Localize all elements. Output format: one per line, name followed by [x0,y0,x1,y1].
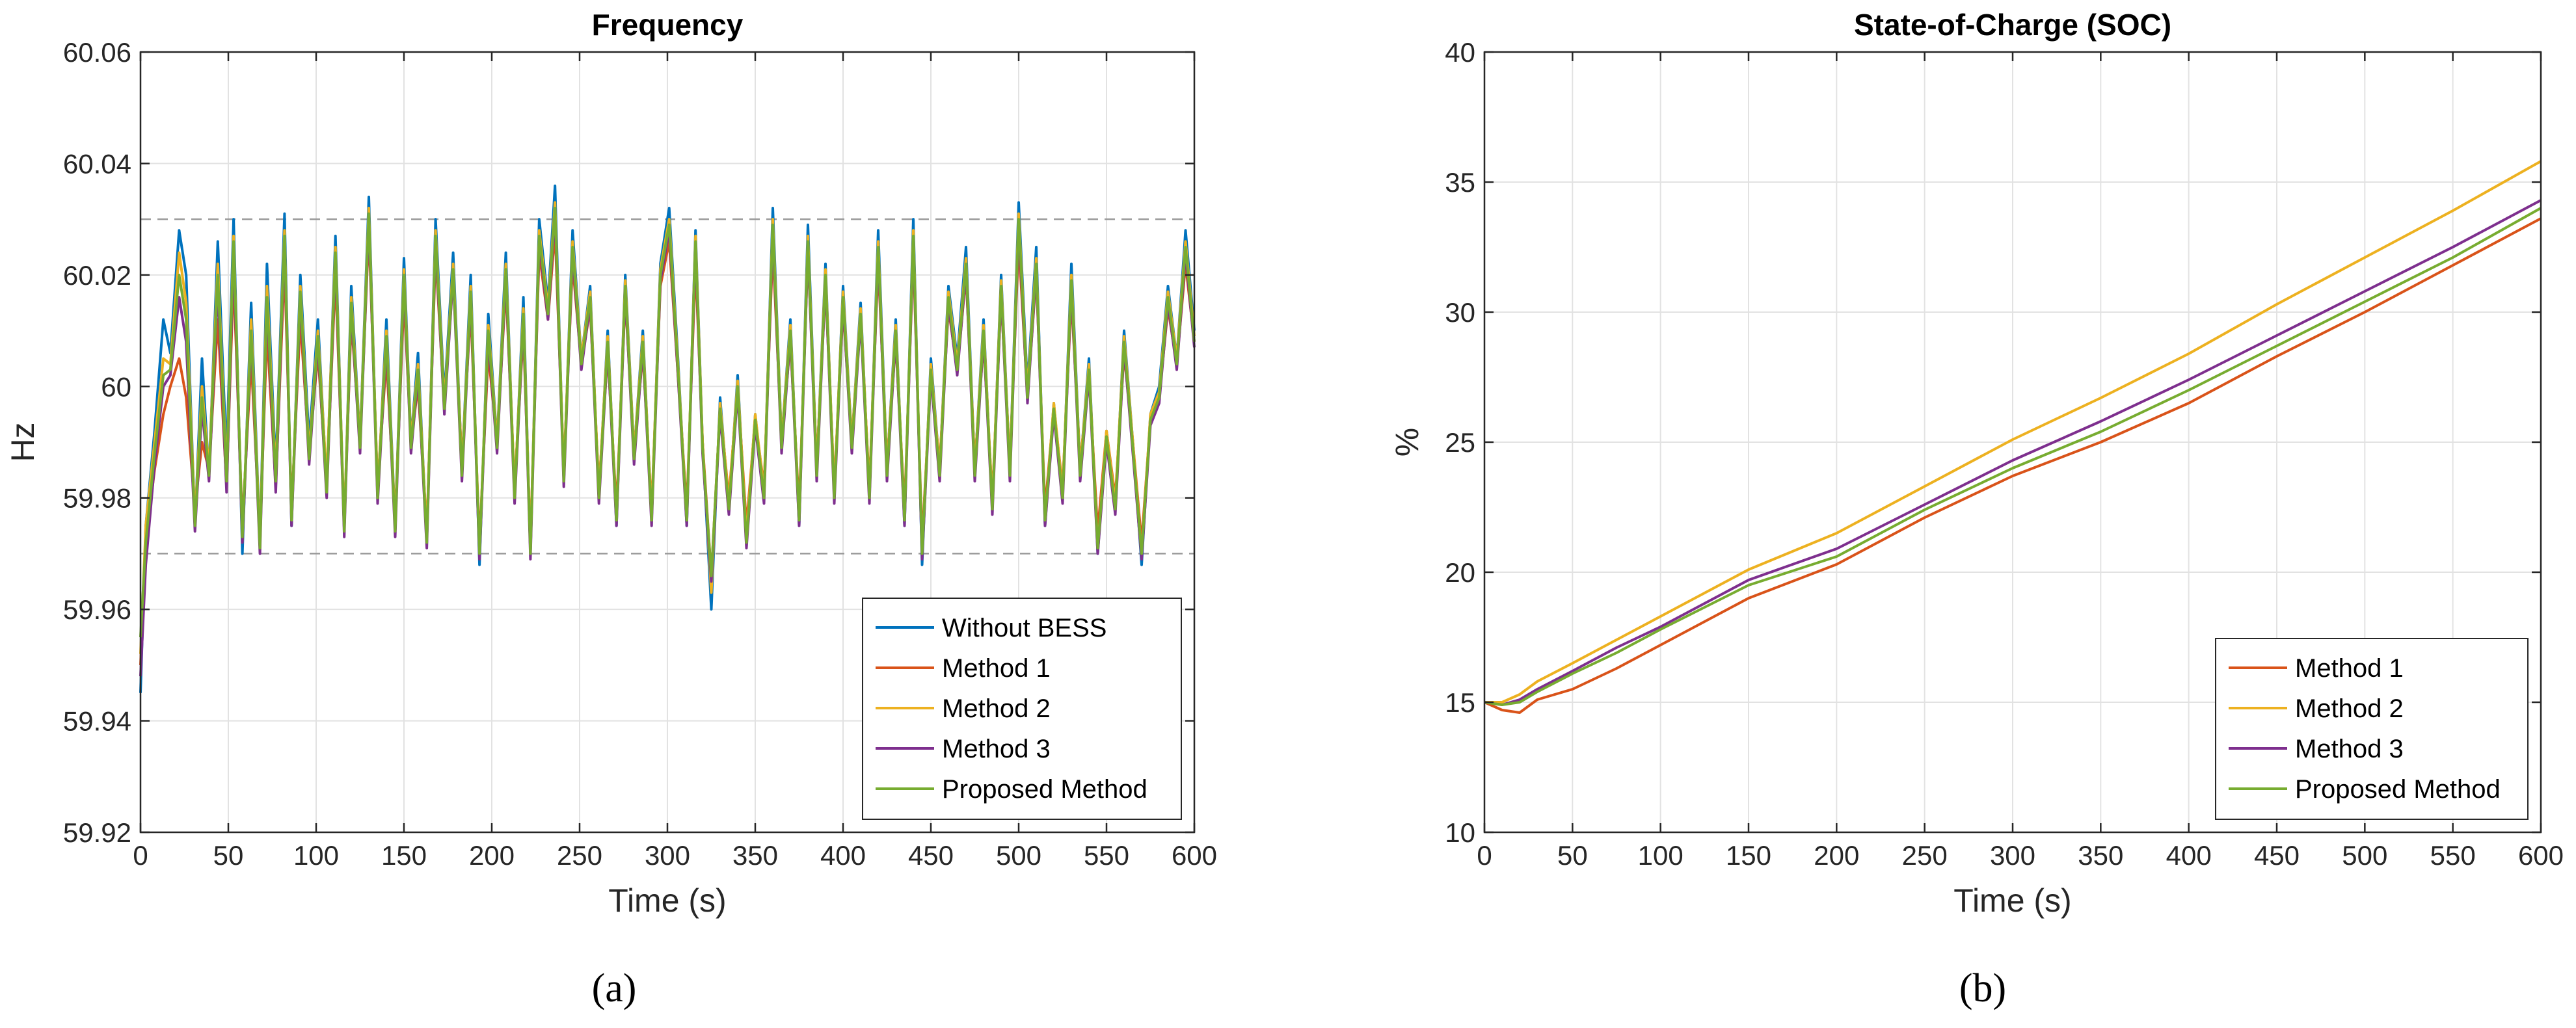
y-tick-label: 40 [1445,37,1475,68]
legend-label: Method 1 [2295,654,2404,683]
x-tick-label: 100 [1638,840,1684,871]
legend-label: Method 2 [2295,694,2404,723]
x-tick-label: 300 [645,840,690,871]
y-ticks: 10 15 20 25 30 35 40 [1445,37,2541,848]
y-tick-label: 20 [1445,557,1475,588]
legend-label: Proposed Method [2295,775,2501,804]
y-tick-label: 10 [1445,817,1475,848]
y-tick-label: 60.06 [63,37,131,68]
legend-label: Without BESS [942,614,1107,642]
series-line-method-1 [1484,217,2542,714]
y-tick-label: 15 [1445,687,1475,718]
frequency-chart: 0 50 100 150 200 250 300 350 400 450 500 550 600 59.… [5,8,1217,919]
legend-label: Method 2 [942,694,1051,723]
x-tick-label: 150 [381,840,427,871]
series-line-proposed-method [1484,207,2542,706]
legend-label: Proposed Method [942,775,1147,804]
y-axis-label: Hz [5,422,41,462]
y-tick-label: 60.04 [63,148,131,179]
caption-a: (a) [592,966,637,1010]
y-tick-label: 35 [1445,167,1475,198]
legend-label: Method 1 [942,654,1051,683]
y-ticks: 59.92 59.94 59.96 59.98 60 60.02 60.04 60.06 [63,37,1194,848]
x-ticks: 0 50 100 150 200 250 300 350 400 450 500 550 600 [133,52,1217,871]
x-tick-label: 0 [133,840,148,871]
x-tick-label: 50 [1557,840,1588,871]
x-axis-label: Time (s) [608,882,726,919]
soc-chart: 0 50 100 150 200 250 300 350 400 450 500 550 600 101… [1389,8,2564,919]
x-tick-label: 250 [1902,840,1948,871]
legend-box [862,598,1182,820]
y-tick-label: 30 [1445,297,1475,328]
y-tick-label: 60 [101,371,131,402]
x-tick-label: 0 [1477,840,1492,871]
series-line-method-3 [1484,199,2542,706]
y-tick-label: 60.02 [63,260,131,291]
x-tick-label: 350 [2078,840,2123,871]
caption-b: (b) [1959,966,2006,1010]
x-tick-label: 550 [1084,840,1129,871]
x-tick-label: 300 [1990,840,2035,871]
chart-title: State-of-Charge (SOC) [1854,8,2171,42]
x-tick-label: 200 [469,840,515,871]
y-tick-label: 59.98 [63,483,131,514]
x-tick-label: 450 [908,840,954,871]
x-tick-label: 200 [1814,840,1859,871]
x-tick-label: 100 [293,840,339,871]
series-line-proposed-method [139,207,1196,638]
x-tick-label: 450 [2254,840,2300,871]
x-ticks: 0 50 100 150 200 250 300 350 400 450 500 550 600 [1477,52,2564,871]
y-tick-label: 59.96 [63,594,131,625]
series-group [139,184,1196,693]
legend: Without BESS Method 1 Method 2 Method 3 Prop… [862,598,1182,820]
x-tick-label: 50 [213,840,244,871]
legend-label: Method 3 [2295,735,2404,763]
x-axis-label: Time (s) [1953,882,2071,919]
y-tick-label: 25 [1445,427,1475,458]
legend-label: Method 3 [942,735,1051,763]
y-tick-label: 59.94 [63,706,131,737]
x-tick-label: 400 [820,840,866,871]
series-line-method-2 [1484,160,2542,704]
series-group [1484,160,2542,714]
x-tick-label: 250 [557,840,602,871]
x-tick-label: 550 [2430,840,2476,871]
x-tick-label: 600 [1172,840,1217,871]
x-tick-label: 350 [732,840,778,871]
x-tick-label: 500 [996,840,1041,871]
y-axis-label: % [1389,428,1425,456]
x-tick-label: 400 [2166,840,2212,871]
chart-title: Frequency [592,8,744,42]
legend: Method 1 Method 2 Method 3 Proposed Method [2215,638,2529,820]
x-tick-label: 600 [2518,840,2564,871]
y-tick-label: 59.92 [63,817,131,848]
x-tick-label: 150 [1726,840,1771,871]
x-tick-label: 500 [2342,840,2387,871]
